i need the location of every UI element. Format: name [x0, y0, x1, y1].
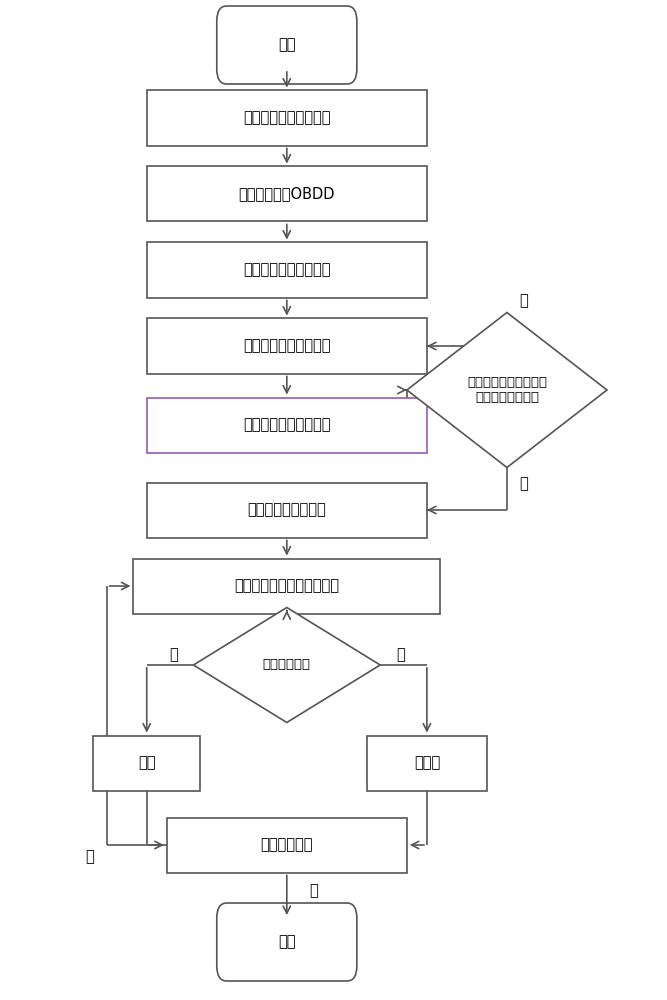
Text: 不可达: 不可达: [414, 756, 440, 770]
Text: 是: 是: [519, 476, 528, 491]
FancyBboxPatch shape: [133, 558, 440, 614]
FancyBboxPatch shape: [147, 166, 427, 221]
Text: 创建初始索引结构列表: 创建初始索引结构列表: [243, 110, 331, 125]
Text: 创建有向图的OBDD: 创建有向图的OBDD: [239, 186, 335, 202]
Text: 符号步骤填充标识标签: 符号步骤填充标识标签: [243, 262, 331, 277]
FancyBboxPatch shape: [147, 318, 427, 373]
Polygon shape: [193, 607, 380, 722]
Text: 是否继续查询: 是否继续查询: [261, 838, 313, 852]
FancyBboxPatch shape: [147, 483, 427, 538]
FancyBboxPatch shape: [217, 903, 357, 981]
Text: 是: 是: [85, 850, 95, 864]
Polygon shape: [407, 312, 607, 468]
FancyBboxPatch shape: [93, 736, 200, 790]
FancyBboxPatch shape: [167, 818, 407, 872]
Text: 开始: 开始: [278, 37, 295, 52]
Text: 生成可达性索引列表: 生成可达性索引列表: [247, 502, 326, 518]
FancyBboxPatch shape: [147, 397, 427, 452]
Text: 区间标签包含: 区间标签包含: [263, 658, 311, 672]
Text: 是: 是: [169, 648, 178, 662]
FancyBboxPatch shape: [367, 736, 487, 790]
FancyBboxPatch shape: [147, 90, 427, 145]
FancyBboxPatch shape: [147, 242, 427, 298]
Text: 否: 否: [396, 648, 405, 662]
Text: 符号步骤填充区间标签: 符号步骤填充区间标签: [243, 338, 331, 354]
Text: 结束: 结束: [278, 934, 295, 950]
Text: 否: 否: [309, 883, 318, 898]
Text: 否: 否: [519, 293, 528, 308]
Text: 给出待查询始节点和终节点: 给出待查询始节点和终节点: [234, 578, 340, 593]
Text: 符号步骤填充区间标签: 符号步骤填充区间标签: [243, 418, 331, 432]
Text: 可达: 可达: [138, 756, 155, 770]
Text: 是否所有节点经过符号
步骤分配区间标签: 是否所有节点经过符号 步骤分配区间标签: [467, 376, 547, 404]
FancyBboxPatch shape: [217, 6, 357, 84]
